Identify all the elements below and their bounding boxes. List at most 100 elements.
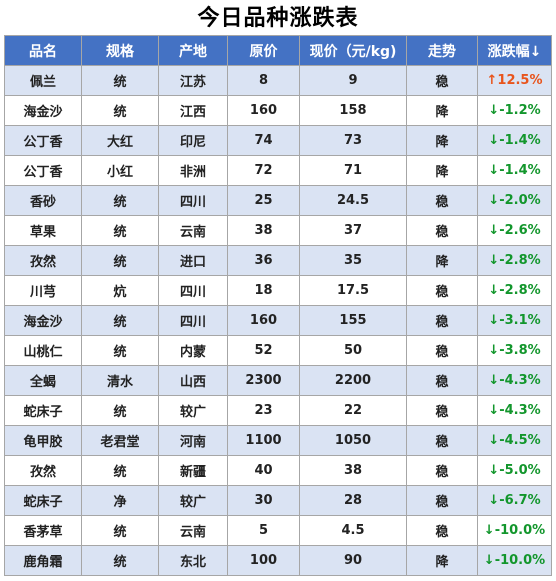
cell-new-price: 155: [299, 305, 407, 336]
cell-trend: 稳: [406, 365, 478, 396]
column-header-new-price[interactable]: 现价（元/kg): [299, 35, 407, 66]
cell-trend: 稳: [406, 485, 478, 516]
cell-name: 佩兰: [4, 65, 82, 96]
cell-name: 龟甲胶: [4, 425, 82, 456]
cell-change: ↓-1.2%: [477, 95, 552, 126]
cell-change: ↓-3.1%: [477, 305, 552, 336]
cell-change: ↓-2.0%: [477, 185, 552, 216]
cell-name: 鹿角霜: [4, 545, 82, 576]
header-row: 品名 规格 产地 原价 现价（元/kg) 走势 涨跌幅↓: [4, 35, 552, 66]
cell-origin: 内蒙: [158, 335, 228, 366]
cell-new-price: 73: [299, 125, 407, 156]
table-row: 鹿角霜统东北 100 90 降 ↓-10.0%: [4, 545, 552, 576]
cell-trend: 降: [406, 95, 478, 126]
cell-change: ↓-10.0%: [477, 545, 552, 576]
cell-new-price: 50: [299, 335, 407, 366]
cell-change: ↓-1.4%: [477, 155, 552, 186]
cell-origin: 印尼: [158, 125, 228, 156]
table-row: 全蝎 清水 山西 2300 2200 稳 ↓-4.3%: [4, 365, 552, 396]
cell-trend: 稳: [406, 305, 478, 336]
cell-new-price: 71: [299, 155, 407, 186]
cell-spec: 小红: [81, 155, 159, 186]
cell-trend: 稳: [406, 65, 478, 96]
cell-spec: 统: [81, 185, 159, 216]
table-row: 海金沙统江西 160 158 降 ↓-1.2%: [4, 95, 552, 126]
cell-new-price: 1050: [299, 425, 407, 456]
cell-origin: 四川: [158, 305, 228, 336]
cell-trend: 降: [406, 545, 478, 576]
cell-change: ↓-3.8%: [477, 335, 552, 366]
cell-origin: 非洲: [158, 155, 228, 186]
column-header-name[interactable]: 品名: [4, 35, 82, 66]
cell-spec: 统: [81, 455, 159, 486]
cell-spec: 统: [81, 545, 159, 576]
column-header-trend[interactable]: 走势: [406, 35, 478, 66]
cell-old-price: 30: [227, 485, 300, 516]
cell-change: ↓-2.8%: [477, 245, 552, 276]
cell-change: ↓-4.5%: [477, 425, 552, 456]
cell-name: 孜然: [4, 245, 82, 276]
cell-name: 蛇床子: [4, 485, 82, 516]
cell-change: ↓-4.3%: [477, 395, 552, 426]
cell-old-price: 25: [227, 185, 300, 216]
cell-old-price: 36: [227, 245, 300, 276]
cell-origin: 新疆: [158, 455, 228, 486]
cell-new-price: 17.5: [299, 275, 407, 306]
cell-trend: 稳: [406, 425, 478, 456]
cell-old-price: 18: [227, 275, 300, 306]
table-row: 公丁香 大红 印尼 74 73 降 ↓-1.4%: [4, 125, 552, 156]
cell-origin: 较广: [158, 485, 228, 516]
cell-spec: 炕: [81, 275, 159, 306]
column-header-spec[interactable]: 规格: [81, 35, 159, 66]
cell-change: ↓-2.6%: [477, 215, 552, 246]
cell-trend: 降: [406, 125, 478, 156]
cell-change: ↓-6.7%: [477, 485, 552, 516]
cell-old-price: 38: [227, 215, 300, 246]
cell-origin: 山西: [158, 365, 228, 396]
cell-name: 山桃仁: [4, 335, 82, 366]
cell-new-price: 24.5: [299, 185, 407, 216]
page-title: 今日品种涨跌表: [197, 5, 359, 31]
table-row: 龟甲胶 老君堂 河南 1100 1050 稳 ↓-4.5%: [4, 425, 552, 456]
cell-name: 公丁香: [4, 125, 82, 156]
table-row: 海金沙统四川 160 155 稳 ↓-3.1%: [4, 305, 552, 336]
cell-name: 海金沙: [4, 305, 82, 336]
cell-old-price: 1100: [227, 425, 300, 456]
cell-origin: 江西: [158, 95, 228, 126]
cell-old-price: 40: [227, 455, 300, 486]
cell-trend: 稳: [406, 335, 478, 366]
cell-spec: 统: [81, 395, 159, 426]
column-header-change[interactable]: 涨跌幅↓: [477, 35, 552, 66]
cell-name: 香茅草: [4, 515, 82, 546]
table-row: 山桃仁统内蒙 52 50 稳 ↓-3.8%: [4, 335, 552, 366]
cell-origin: 河南: [158, 425, 228, 456]
cell-name: 蛇床子: [4, 395, 82, 426]
cell-old-price: 23: [227, 395, 300, 426]
cell-name: 全蝎: [4, 365, 82, 396]
cell-spec: 统: [81, 215, 159, 246]
cell-new-price: 9: [299, 65, 407, 96]
column-header-origin[interactable]: 产地: [158, 35, 228, 66]
cell-trend: 稳: [406, 275, 478, 306]
cell-change: ↓-4.3%: [477, 365, 552, 396]
price-table: 品名 规格 产地 原价 现价（元/kg) 走势 涨跌幅↓ 佩兰统江苏 8 9 稳 ↑12…: [4, 35, 552, 576]
cell-spec: 统: [81, 95, 159, 126]
cell-change: ↓-10.0%: [477, 515, 552, 546]
column-header-old-price[interactable]: 原价: [227, 35, 300, 66]
cell-new-price: 28: [299, 485, 407, 516]
table-row: 川芎炕四川 18 17.5 稳 ↓-2.8%: [4, 275, 552, 306]
cell-origin: 四川: [158, 275, 228, 306]
table-row: 孜然统进口 36 35 降 ↓-2.8%: [4, 245, 552, 276]
cell-spec: 大红: [81, 125, 159, 156]
table-row: 蛇床子统较广 23 22 稳 ↓-4.3%: [4, 395, 552, 426]
table-row: 公丁香 小红 非洲 72 71 降 ↓-1.4%: [4, 155, 552, 186]
cell-spec: 老君堂: [81, 425, 159, 456]
cell-origin: 进口: [158, 245, 228, 276]
cell-origin: 云南: [158, 515, 228, 546]
cell-old-price: 160: [227, 95, 300, 126]
cell-new-price: 90: [299, 545, 407, 576]
cell-name: 川芎: [4, 275, 82, 306]
cell-origin: 江苏: [158, 65, 228, 96]
cell-spec: 净: [81, 485, 159, 516]
cell-origin: 较广: [158, 395, 228, 426]
